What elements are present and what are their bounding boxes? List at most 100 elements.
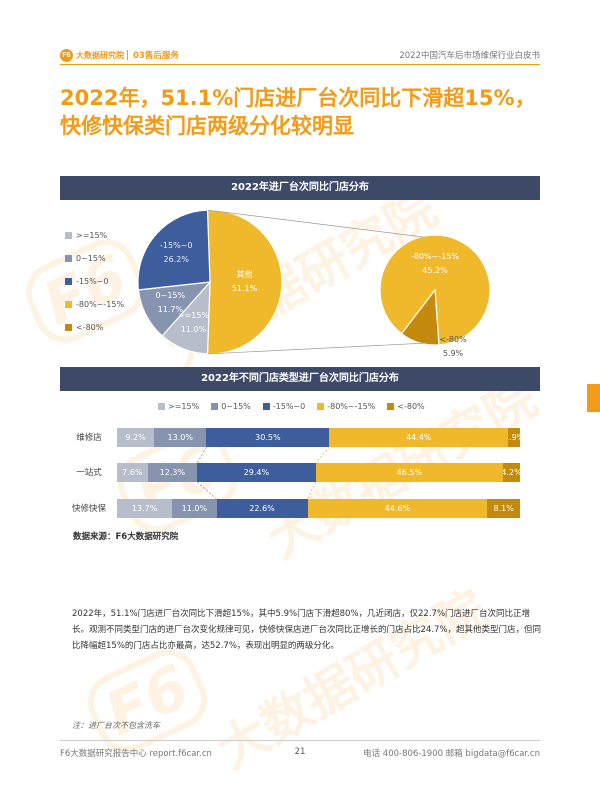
header-divider [127, 50, 128, 60]
legend-swatch [262, 403, 270, 410]
pie-data-label: 其他 51.1% [215, 268, 275, 296]
side-tab-marker [587, 384, 600, 412]
legend-swatch [65, 301, 72, 308]
report-title: 2022中国汽车后市场维保行业白皮书 [399, 51, 540, 61]
legend-swatch [387, 403, 395, 410]
legend-label: >=15% [168, 402, 200, 411]
legend-item: 0~15% [211, 402, 251, 411]
pie-label-value: 26.2% [163, 254, 189, 264]
bar-category-label: 一站式 [76, 468, 102, 478]
headline-line-2: 快修快保类门店两级分化较明显 [60, 114, 354, 138]
pie-data-label: -80%~-15% 45.2% [405, 250, 465, 278]
pie-label-name: 其他 [236, 270, 253, 279]
bar-segment: 46.5% [315, 463, 504, 482]
bar-row: 9.2%13.0%30.5%44.4%2.9% [117, 428, 520, 447]
legend-item: <-80% [65, 316, 124, 339]
bar-segment: 4.2% [503, 463, 520, 482]
legend-swatch [65, 232, 72, 239]
f6-watermark-icon: F6 [78, 639, 217, 763]
legend-swatch [65, 278, 72, 285]
pie-label-name: 0~15% [155, 290, 186, 300]
pie-slice [137, 209, 211, 291]
bar-row: 7.6%12.3%29.4%46.5%4.2% [117, 463, 520, 482]
bar-segment: 2.9% [508, 428, 520, 447]
header-rule [60, 64, 540, 65]
section-label: 03售后服务 [133, 51, 179, 61]
bar-segment: 8.1% [487, 499, 520, 518]
legend-label: -80%~-15% [76, 300, 125, 309]
pie-label-name: >=15% [177, 311, 210, 321]
pie-label-name: -15%~0 [160, 240, 193, 250]
legend-swatch [65, 255, 72, 262]
legend-item: <-80% [387, 402, 425, 411]
bar-category-label: 维修店 [76, 433, 102, 443]
legend-swatch [158, 403, 165, 410]
bar-segment: 44.4% [329, 428, 509, 447]
bar-segment: 30.5% [206, 428, 330, 447]
page-headline: 2022年，51.1%门店进厂台次同比下滑超15%， 快修快保类门店两级分化较明… [60, 84, 560, 140]
breakout-slice [400, 288, 440, 346]
legend-item: -80%~-15% [317, 402, 375, 411]
bar-segment: 11.0% [172, 499, 217, 518]
pie-label-value: 51.1% [231, 284, 258, 293]
pie-label-name: <-80% [439, 335, 467, 344]
footnote: 注：进厂台次不包含洗车 [72, 721, 160, 730]
f6-logo-icon: F6 [60, 49, 73, 62]
legend-label: <-80% [76, 323, 104, 332]
chart2-title: 2022年不同门店类型进厂台次同比门店分布 [60, 367, 540, 391]
pie-label-value: 5.9% [442, 349, 464, 358]
footer-rule [60, 740, 540, 741]
bar-legend: >=15% 0~15% -15%~0 -80%~-15% <-80% [158, 402, 425, 411]
bar-connector-line [196, 481, 217, 500]
pie-connector-line [207, 209, 424, 238]
legend-label: -15%~0 [272, 402, 306, 411]
legend-swatch [317, 403, 325, 410]
bar-segment: 22.6% [216, 499, 308, 518]
legend-label: 0~15% [76, 254, 106, 263]
legend-label: <-80% [397, 402, 425, 411]
bar-row: 13.7% 11.0% 22.6% 44.6% 8.1% [117, 499, 520, 518]
legend-swatch [211, 403, 219, 410]
pie-data-label: 0~15% 11.7% [140, 289, 200, 317]
headline-line-1: 2022年，51.1%门店进厂台次同比下滑超15%， [60, 86, 536, 110]
legend-label: -15%~0 [76, 277, 109, 286]
bar-segment: 44.6% [307, 499, 488, 518]
page-header: F6 大数据研究院 03售后服务 2022中国汽车后市场维保行业白皮书 [0, 0, 600, 65]
summary-paragraph: 2022年，51.1%门店进厂台次同比下滑超15%，其中5.9%门店下滑超80%… [72, 609, 542, 651]
bar-connector-line [196, 446, 207, 464]
legend-label: 0~15% [221, 402, 251, 411]
logo-text: 大数据研究院 [76, 51, 124, 60]
legend-item: >=15% [65, 224, 124, 247]
pie-legend: >=15% 0~15% -15%~0 -80%~-15% <-80% [65, 224, 124, 339]
legend-item: -15%~0 [262, 402, 306, 411]
footer-contact: 电话 400-806-1900 邮箱 bigdata@f6car.cn [363, 749, 540, 759]
legend-item: >=15% [158, 402, 199, 411]
pie-label-value: 11.0% [180, 325, 207, 335]
legend-item: 0~15% [65, 247, 124, 270]
bar-segment: 13.7% [117, 499, 173, 518]
bar-segment: 9.2% [117, 428, 155, 447]
pie-label-value: 45.2% [422, 266, 448, 275]
pie-data-label: <-80% 5.9% [423, 333, 483, 361]
legend-item: -15%~0 [65, 270, 124, 293]
pie-label-name: -80%~-15% [410, 252, 460, 261]
logo: F6 大数据研究院 [60, 49, 124, 62]
bar-segment: 7.6% [117, 463, 148, 482]
pie-label-value: 11.7% [157, 304, 184, 314]
pie-slice [206, 209, 283, 355]
page-number: 21 [294, 747, 306, 757]
pie-of-pie-chart [137, 209, 491, 355]
bar-connector-line [307, 481, 317, 500]
pie-connector-line [207, 342, 428, 355]
legend-swatch [65, 324, 72, 331]
bar-category-label: 快修快保 [71, 504, 106, 514]
data-source: 数据来源：F6大数据研究院 [73, 532, 179, 542]
pie-data-label: >=15% 11.0% [163, 309, 223, 337]
chart1-title: 2022年进厂台次同比门店分布 [60, 176, 540, 200]
pie-data-label: -15%~0 26.2% [146, 239, 206, 267]
footer-website: F6大数据研究报告中心 report.f6car.cn [60, 749, 212, 759]
legend-item: -80%~-15% [65, 293, 124, 316]
bar-segment: 13.0% [154, 428, 207, 447]
bar-segment: 12.3% [147, 463, 198, 482]
legend-label: >=15% [76, 231, 108, 240]
